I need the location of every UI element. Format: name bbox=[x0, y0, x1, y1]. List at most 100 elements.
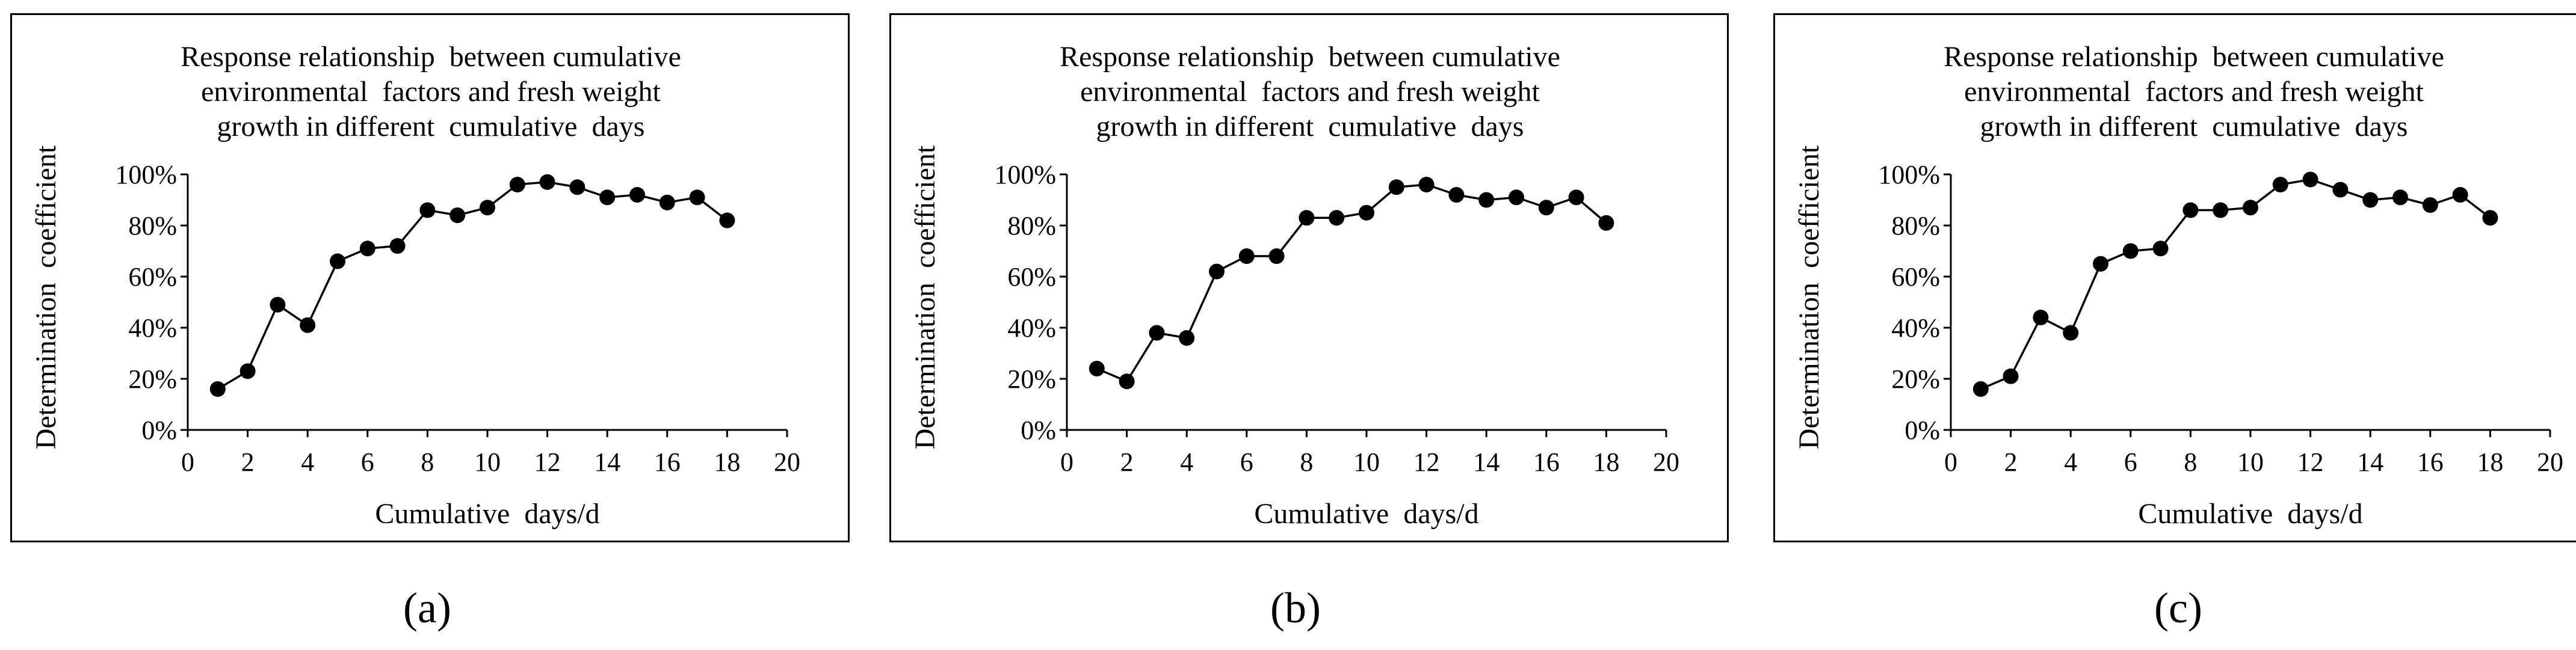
data-point bbox=[1089, 361, 1105, 376]
y-tick-label: 80% bbox=[128, 211, 177, 241]
x-tick-label: 6 bbox=[2124, 447, 2137, 477]
data-point bbox=[2302, 171, 2318, 188]
chart-title-line: environmental factors and fresh weight bbox=[1964, 76, 2424, 108]
y-tick-label: 100% bbox=[994, 160, 1056, 189]
x-tick-label: 6 bbox=[361, 447, 374, 477]
x-tick-label: 14 bbox=[594, 447, 620, 477]
y-tick-label: 80% bbox=[1007, 211, 1056, 241]
chart-title-line: growth in different cumulative days bbox=[217, 111, 645, 143]
data-point bbox=[2482, 210, 2498, 226]
chart-panel-c: Response relationship between cumulative… bbox=[1773, 13, 2576, 542]
y-axis-label: Determination coefficient bbox=[1793, 145, 1825, 449]
x-tick-label: 0 bbox=[1944, 447, 1957, 477]
data-point bbox=[1598, 215, 1614, 231]
data-point bbox=[2003, 368, 2019, 384]
data-point bbox=[2213, 202, 2229, 218]
x-tick-label: 14 bbox=[1473, 447, 1500, 477]
data-point bbox=[330, 253, 345, 269]
data-point bbox=[419, 202, 436, 218]
x-tick-label: 0 bbox=[181, 447, 194, 477]
x-tick-label: 20 bbox=[2537, 447, 2563, 477]
data-point bbox=[1268, 248, 1285, 264]
x-axis-label: Cumulative days/d bbox=[375, 498, 599, 530]
data-point bbox=[2422, 197, 2438, 213]
data-point bbox=[1388, 179, 1404, 195]
x-tick-label: 4 bbox=[2064, 447, 2077, 477]
data-point bbox=[2063, 325, 2079, 341]
x-tick-label: 18 bbox=[1593, 447, 1619, 477]
data-point bbox=[659, 194, 675, 210]
y-tick-label: 40% bbox=[1007, 313, 1056, 343]
data-point bbox=[1238, 248, 1255, 264]
data-point bbox=[1538, 200, 1554, 216]
data-point bbox=[1478, 192, 1495, 208]
y-tick-label: 100% bbox=[115, 160, 177, 189]
x-tick-label: 18 bbox=[2477, 447, 2503, 477]
data-point bbox=[1179, 330, 1195, 346]
data-point bbox=[1299, 210, 1315, 226]
chart-b: Response relationship between cumulative… bbox=[909, 41, 1679, 530]
y-tick-label: 0% bbox=[1904, 415, 1940, 445]
data-point bbox=[2332, 182, 2349, 198]
y-tick-label: 20% bbox=[128, 364, 177, 394]
series-line bbox=[1980, 178, 2491, 390]
data-point bbox=[1119, 373, 1135, 390]
y-tick-label: 100% bbox=[1878, 160, 1940, 189]
x-tick-label: 16 bbox=[2417, 447, 2444, 477]
y-tick-label: 60% bbox=[1007, 262, 1056, 292]
y-tick-label: 40% bbox=[1891, 313, 1940, 343]
series-line bbox=[217, 180, 728, 390]
chart-title-line: Response relationship between cumulative bbox=[1060, 41, 1560, 73]
y-tick-label: 20% bbox=[1891, 364, 1940, 394]
x-tick-label: 10 bbox=[2237, 447, 2264, 477]
data-point bbox=[2362, 192, 2379, 208]
y-tick-label: 80% bbox=[1891, 211, 1940, 241]
y-tick-label: 20% bbox=[1007, 364, 1056, 394]
data-point bbox=[300, 317, 316, 333]
data-point bbox=[689, 189, 705, 206]
x-tick-label: 4 bbox=[301, 447, 314, 477]
data-point bbox=[389, 238, 406, 254]
data-point bbox=[2033, 310, 2049, 325]
data-point bbox=[1972, 381, 1989, 397]
caption-b: (b) bbox=[1270, 584, 1321, 632]
x-tick-label: 20 bbox=[1653, 447, 1679, 477]
y-axis-label: Determination coefficient bbox=[30, 145, 62, 449]
data-point bbox=[539, 174, 555, 190]
x-tick-label: 8 bbox=[2184, 447, 2197, 477]
data-point bbox=[2122, 243, 2139, 259]
x-tick-label: 12 bbox=[1413, 447, 1440, 477]
x-tick-label: 8 bbox=[421, 447, 434, 477]
x-tick-label: 16 bbox=[654, 447, 681, 477]
x-axis-label: Cumulative days/d bbox=[2138, 498, 2362, 530]
data-point bbox=[599, 189, 616, 206]
data-point bbox=[270, 296, 286, 313]
x-tick-label: 12 bbox=[2297, 447, 2324, 477]
y-tick-label: 60% bbox=[1891, 262, 1940, 292]
data-point bbox=[359, 241, 375, 257]
data-point bbox=[1149, 325, 1165, 341]
chart-title-line: growth in different cumulative days bbox=[1980, 111, 2408, 143]
caption-c: (c) bbox=[2154, 584, 2202, 632]
data-point bbox=[2452, 187, 2468, 203]
data-point bbox=[2093, 256, 2108, 272]
data-point bbox=[209, 381, 226, 397]
x-tick-label: 18 bbox=[714, 447, 740, 477]
x-tick-label: 6 bbox=[1240, 447, 1253, 477]
data-point bbox=[1568, 189, 1584, 206]
chart-title-line: environmental factors and fresh weight bbox=[201, 76, 661, 108]
x-tick-label: 10 bbox=[1353, 447, 1380, 477]
chart-title-line: Response relationship between cumulative bbox=[181, 41, 681, 73]
x-tick-label: 2 bbox=[1120, 447, 1134, 477]
data-point bbox=[2182, 202, 2199, 218]
data-point bbox=[480, 200, 495, 216]
x-tick-label: 14 bbox=[2357, 447, 2383, 477]
chart-a: Response relationship between cumulative… bbox=[30, 41, 800, 530]
x-tick-label: 2 bbox=[241, 447, 255, 477]
x-tick-label: 0 bbox=[1060, 447, 1073, 477]
chart-c: Response relationship between cumulative… bbox=[1793, 41, 2563, 530]
data-point bbox=[1209, 263, 1225, 280]
x-tick-label: 4 bbox=[1180, 447, 1193, 477]
chart-title-line: Response relationship between cumulative bbox=[1944, 41, 2444, 73]
data-point bbox=[2272, 177, 2288, 192]
